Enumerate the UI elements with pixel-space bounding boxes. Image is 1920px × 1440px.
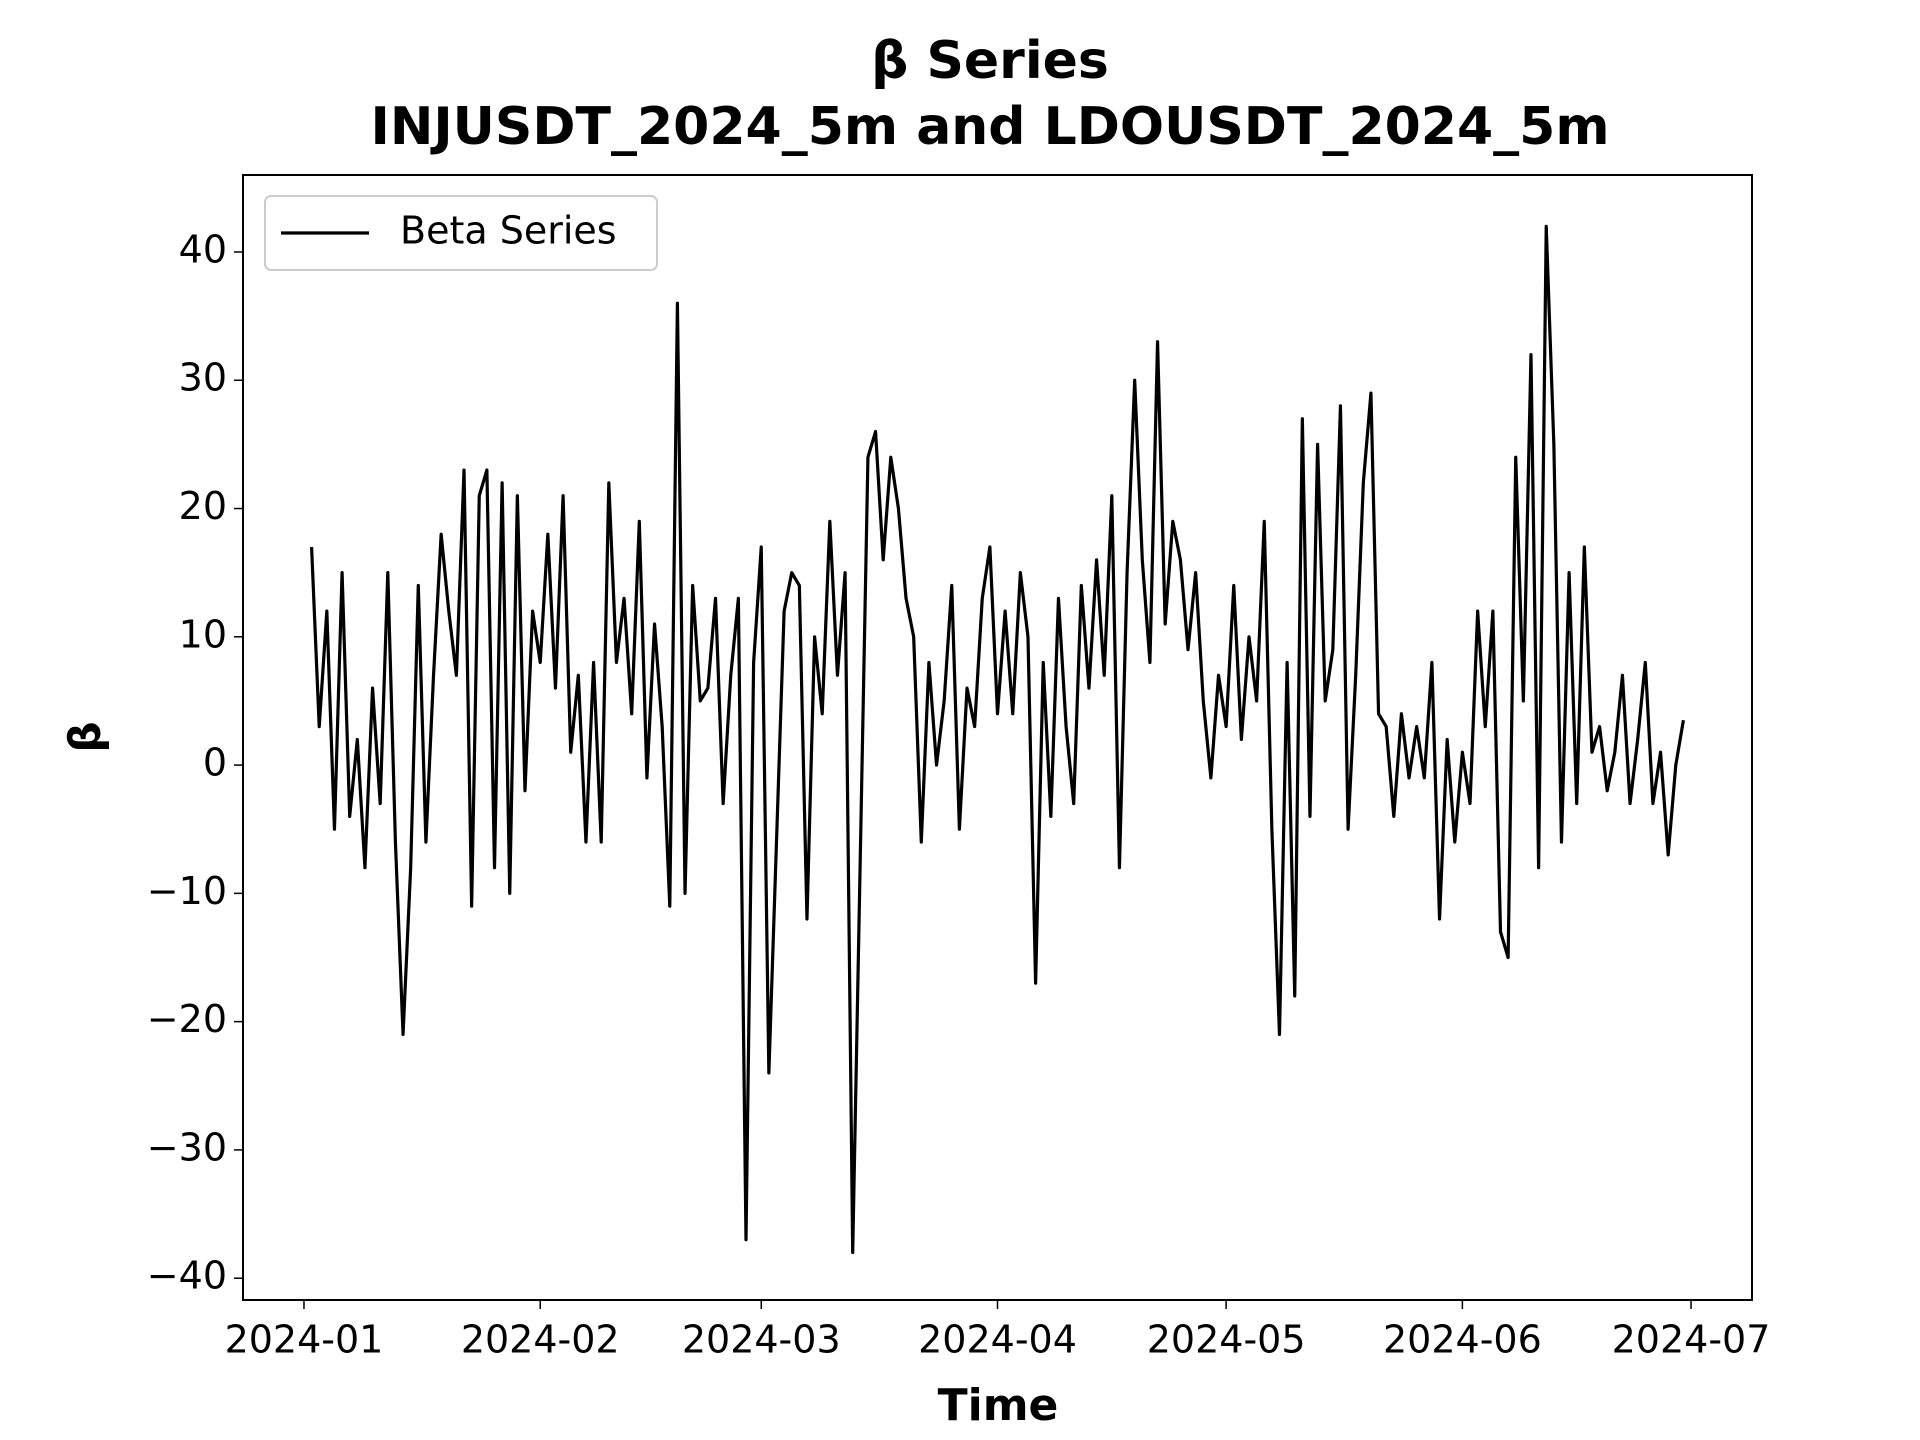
y-tick-label: −10: [147, 869, 227, 913]
y-tick-label: 10: [179, 612, 227, 656]
y-tick-label: 40: [179, 227, 227, 271]
chart-title: β Series: [871, 31, 1109, 91]
x-tick-label: 2024-07: [1612, 1318, 1771, 1362]
y-tick-label: 30: [179, 356, 227, 400]
legend-label: Beta Series: [400, 209, 617, 253]
y-tick-label: −20: [147, 997, 227, 1041]
plot-frame: [242, 174, 1753, 1301]
x-tick-label: 2024-06: [1383, 1318, 1542, 1362]
x-tick-label: 2024-03: [682, 1318, 841, 1362]
legend-box: [264, 195, 658, 271]
x-tick-label: 2024-05: [1147, 1318, 1306, 1362]
y-tick-label: 0: [203, 741, 227, 785]
y-tick-label: −40: [147, 1254, 227, 1298]
chart-subtitle: INJUSDT_2024_5m and LDOUSDT_2024_5m: [370, 97, 1609, 157]
y-axis-label: β: [60, 721, 111, 753]
line-series: [309, 224, 1685, 1255]
x-axis-label: Time: [938, 1380, 1059, 1431]
legend: Beta Series: [264, 195, 658, 271]
x-tick-label: 2024-01: [225, 1318, 384, 1362]
x-tick-label: 2024-02: [461, 1318, 620, 1362]
y-tick-label: 20: [179, 484, 227, 528]
y-tick-label: −30: [147, 1125, 227, 1169]
x-tick-label: 2024-04: [918, 1318, 1077, 1362]
